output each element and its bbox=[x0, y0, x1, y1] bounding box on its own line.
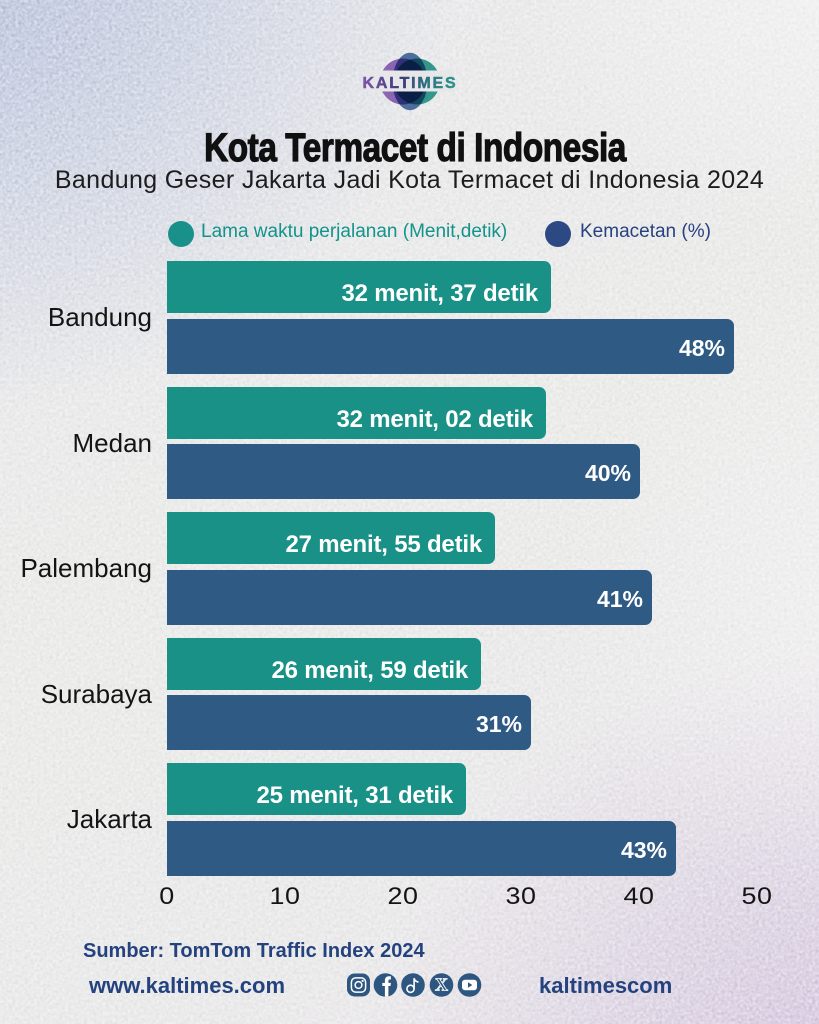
svg-text:X: X bbox=[435, 974, 448, 994]
svg-text:KALTIMES: KALTIMES bbox=[363, 75, 458, 92]
